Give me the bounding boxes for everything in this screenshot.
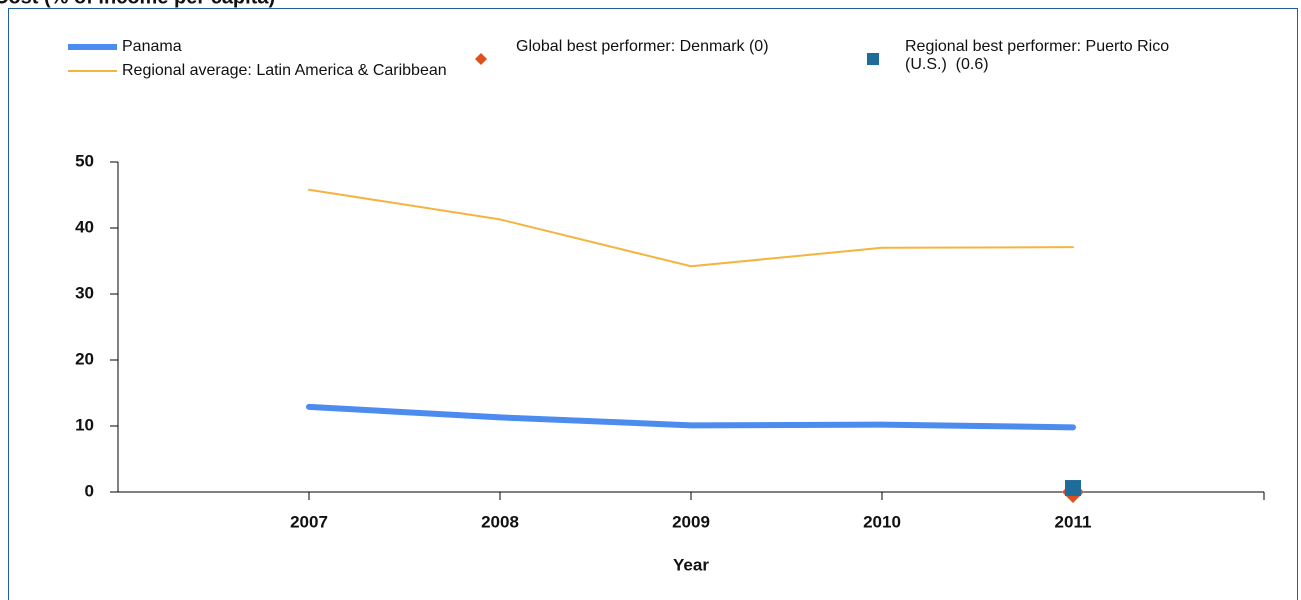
marker	[1065, 480, 1081, 497]
x-axis-label: Year	[673, 555, 709, 574]
y-tick-label: 20	[75, 349, 94, 368]
legend-label: Regional average: Latin America & Caribb…	[122, 62, 447, 79]
legend-key	[475, 53, 487, 65]
legend-key	[867, 53, 879, 65]
legend-label: Regional best performer: Puerto Rico (U.…	[905, 38, 1174, 73]
line-series	[308, 188, 1074, 268]
x-tick-label: 2007	[290, 512, 328, 531]
x-tick-label: 2010	[863, 512, 901, 531]
legend-label: Global best performer: Denmark (0)	[516, 38, 769, 55]
line-series	[306, 403, 1076, 431]
y-tick-label: 50	[75, 151, 94, 170]
y-tick-label: 10	[75, 415, 94, 434]
legend-label: Panama	[122, 38, 182, 55]
y-tick-label: 0	[85, 481, 94, 500]
chart-title: Cost (% of income per capita)	[0, 0, 275, 8]
frame	[8, 8, 1298, 600]
x-tick-label: 2011	[1055, 512, 1092, 531]
y-tick-label: 40	[75, 217, 94, 236]
x-tick-label: 2009	[672, 512, 710, 531]
y-tick-label: 30	[75, 283, 94, 302]
x-tick-label: 2008	[481, 512, 519, 531]
